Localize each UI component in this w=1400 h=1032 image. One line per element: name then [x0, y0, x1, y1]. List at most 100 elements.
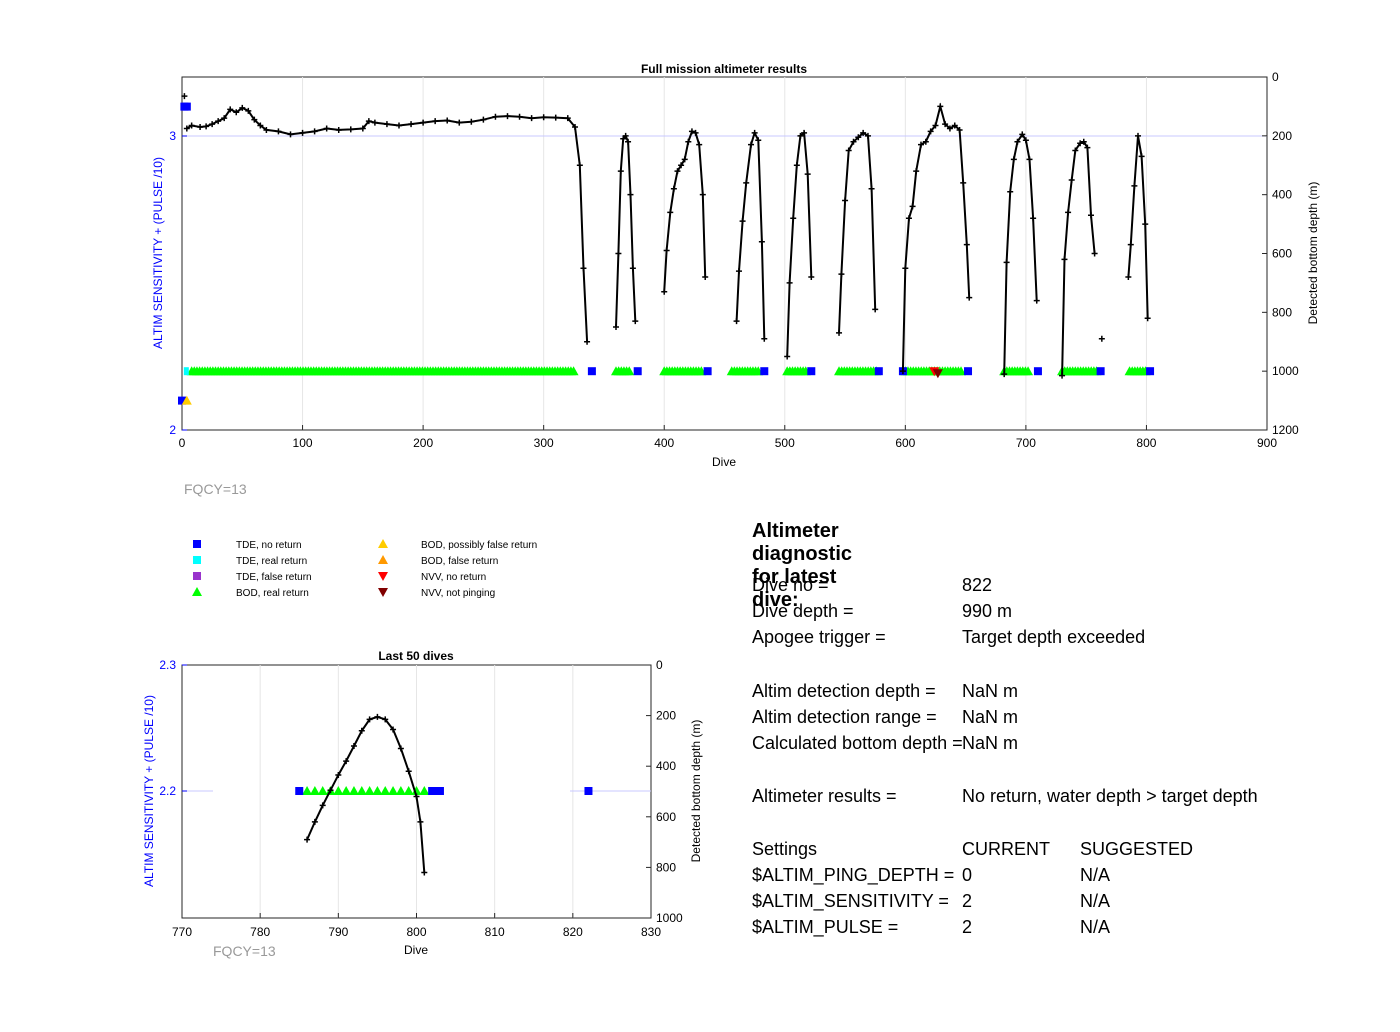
last-y-left-ticks: 2.2 2.3 [159, 658, 187, 798]
legend-label: TDE, no return [236, 540, 302, 551]
depth-point-marker [702, 274, 709, 281]
depth-point-marker [1077, 140, 1084, 147]
depth-point-marker [797, 132, 804, 139]
depth-point-marker [366, 716, 373, 723]
depth-point-marker [319, 802, 326, 809]
tde-no-return-marker [1146, 367, 1155, 376]
last-y-left-label: ALTIM SENSITIVITY + (PULSE /10) [142, 695, 156, 887]
tde-no-return-marker [435, 787, 444, 795]
tde-no-return-marker [584, 787, 593, 795]
depth-point-marker [922, 138, 929, 145]
last-tde-markers [295, 787, 593, 795]
apogee-label: Apogee trigger = [752, 627, 886, 647]
depth-point-marker [299, 129, 306, 136]
tde-no-return-marker [964, 367, 973, 376]
depth-point-marker [699, 191, 706, 198]
depth-point-marker [1125, 274, 1132, 281]
depth-point-marker [801, 129, 808, 136]
tde-no-return-marker [874, 367, 883, 376]
depth-point-marker [420, 119, 427, 126]
legend-label: TDE, real return [236, 556, 307, 567]
dive-depth-label: Dive depth = [752, 601, 854, 621]
sensitivity-suggested: N/A [1080, 891, 1111, 911]
legend-marker [193, 572, 201, 580]
last-x-tick-label: 830 [641, 925, 661, 939]
main-y-right-tick-label: 600 [1272, 247, 1292, 261]
depth-point-marker [528, 115, 535, 122]
altim-det-depth-label: Altim detection depth = [752, 681, 936, 701]
depth-point-marker [263, 126, 270, 133]
diagnostic-title: Altimeter diagnostic for latest dive: [752, 520, 853, 611]
depth-point-marker [343, 758, 350, 765]
tde-no-return-marker [587, 367, 596, 376]
depth-point-marker [335, 772, 342, 779]
depth-point-marker [808, 274, 815, 281]
depth-point-marker [275, 128, 282, 135]
depth-point-marker [365, 118, 372, 125]
depth-point-marker [932, 122, 939, 129]
depth-point-marker [1061, 256, 1068, 263]
bod-real-return-marker [364, 786, 375, 795]
bod-real-return-marker [372, 786, 383, 795]
depth-point-marker [221, 115, 228, 122]
depth-point-marker [358, 727, 365, 734]
depth-point-marker [625, 138, 632, 145]
calc-bottom-value: NaN m [962, 733, 1019, 753]
bod-real-return-marker [356, 786, 367, 795]
legend-marker [192, 587, 202, 596]
legend-marker [378, 539, 388, 548]
last-y-right-tick-label: 0 [656, 658, 663, 672]
pulse-label: $ALTIM_PULSE = [752, 917, 899, 937]
tde-no-return-marker [1096, 367, 1105, 376]
depth-point-marker [444, 117, 451, 124]
apogee-value: Target depth exceeded [962, 627, 1146, 647]
depth-line-segment [786, 130, 813, 357]
depth-point-marker [405, 768, 412, 775]
main-x-tick-label: 200 [413, 436, 433, 450]
depth-point-marker [678, 162, 685, 169]
depth-point-marker [960, 179, 967, 186]
legend-marker [378, 555, 388, 564]
depth-point-marker [1135, 132, 1142, 139]
bod-real-return-marker [403, 786, 414, 795]
legend-label: BOD, false return [421, 556, 498, 567]
depth-point-marker [739, 218, 746, 225]
depth-point-marker [1003, 259, 1010, 266]
tde-no-return-marker [703, 367, 712, 376]
depth-point-marker [755, 137, 762, 144]
depth-point-marker [667, 209, 674, 216]
main-x-label: Dive [712, 455, 736, 469]
last-y-right-ticks: 0 200 400 600 800 1000 [646, 658, 683, 925]
depth-point-marker [1033, 297, 1040, 304]
depth-point-marker [1072, 147, 1079, 154]
depth-point-marker [661, 288, 668, 295]
depth-point-marker [1091, 250, 1098, 257]
main-bod-markers [186, 366, 1151, 376]
main-x-tick-label: 300 [534, 436, 554, 450]
depth-point-marker [804, 171, 811, 178]
depth-point-marker [733, 318, 740, 325]
last-depth-series [304, 713, 428, 876]
last-y-left-tick-label: 2.3 [159, 658, 176, 672]
depth-point-marker [1019, 131, 1026, 138]
last-y-right-tick-label: 800 [656, 860, 676, 874]
depth-point-marker [1131, 182, 1138, 189]
depth-point-marker [516, 113, 523, 120]
main-fqcy-note: FQCY=13 [184, 481, 247, 497]
depth-point-marker [1142, 221, 1149, 228]
depth-point-marker [850, 138, 857, 145]
main-y-left-ticks: 23 [169, 129, 187, 437]
depth-point-marker [627, 191, 634, 198]
depth-point-marker [681, 156, 688, 163]
tde-real-return-marker [183, 367, 189, 376]
depth-point-marker [758, 238, 765, 245]
legend-label: BOD, possibly false return [421, 540, 537, 551]
depth-point-marker [696, 141, 703, 148]
depth-point-marker [359, 125, 366, 132]
depth-point-marker [233, 109, 240, 116]
depth-point-marker [836, 329, 843, 336]
depth-line-segment [1003, 132, 1038, 375]
depth-point-marker [1059, 372, 1066, 379]
depth-point-marker [864, 132, 871, 139]
bod-real-return-marker [302, 786, 313, 795]
